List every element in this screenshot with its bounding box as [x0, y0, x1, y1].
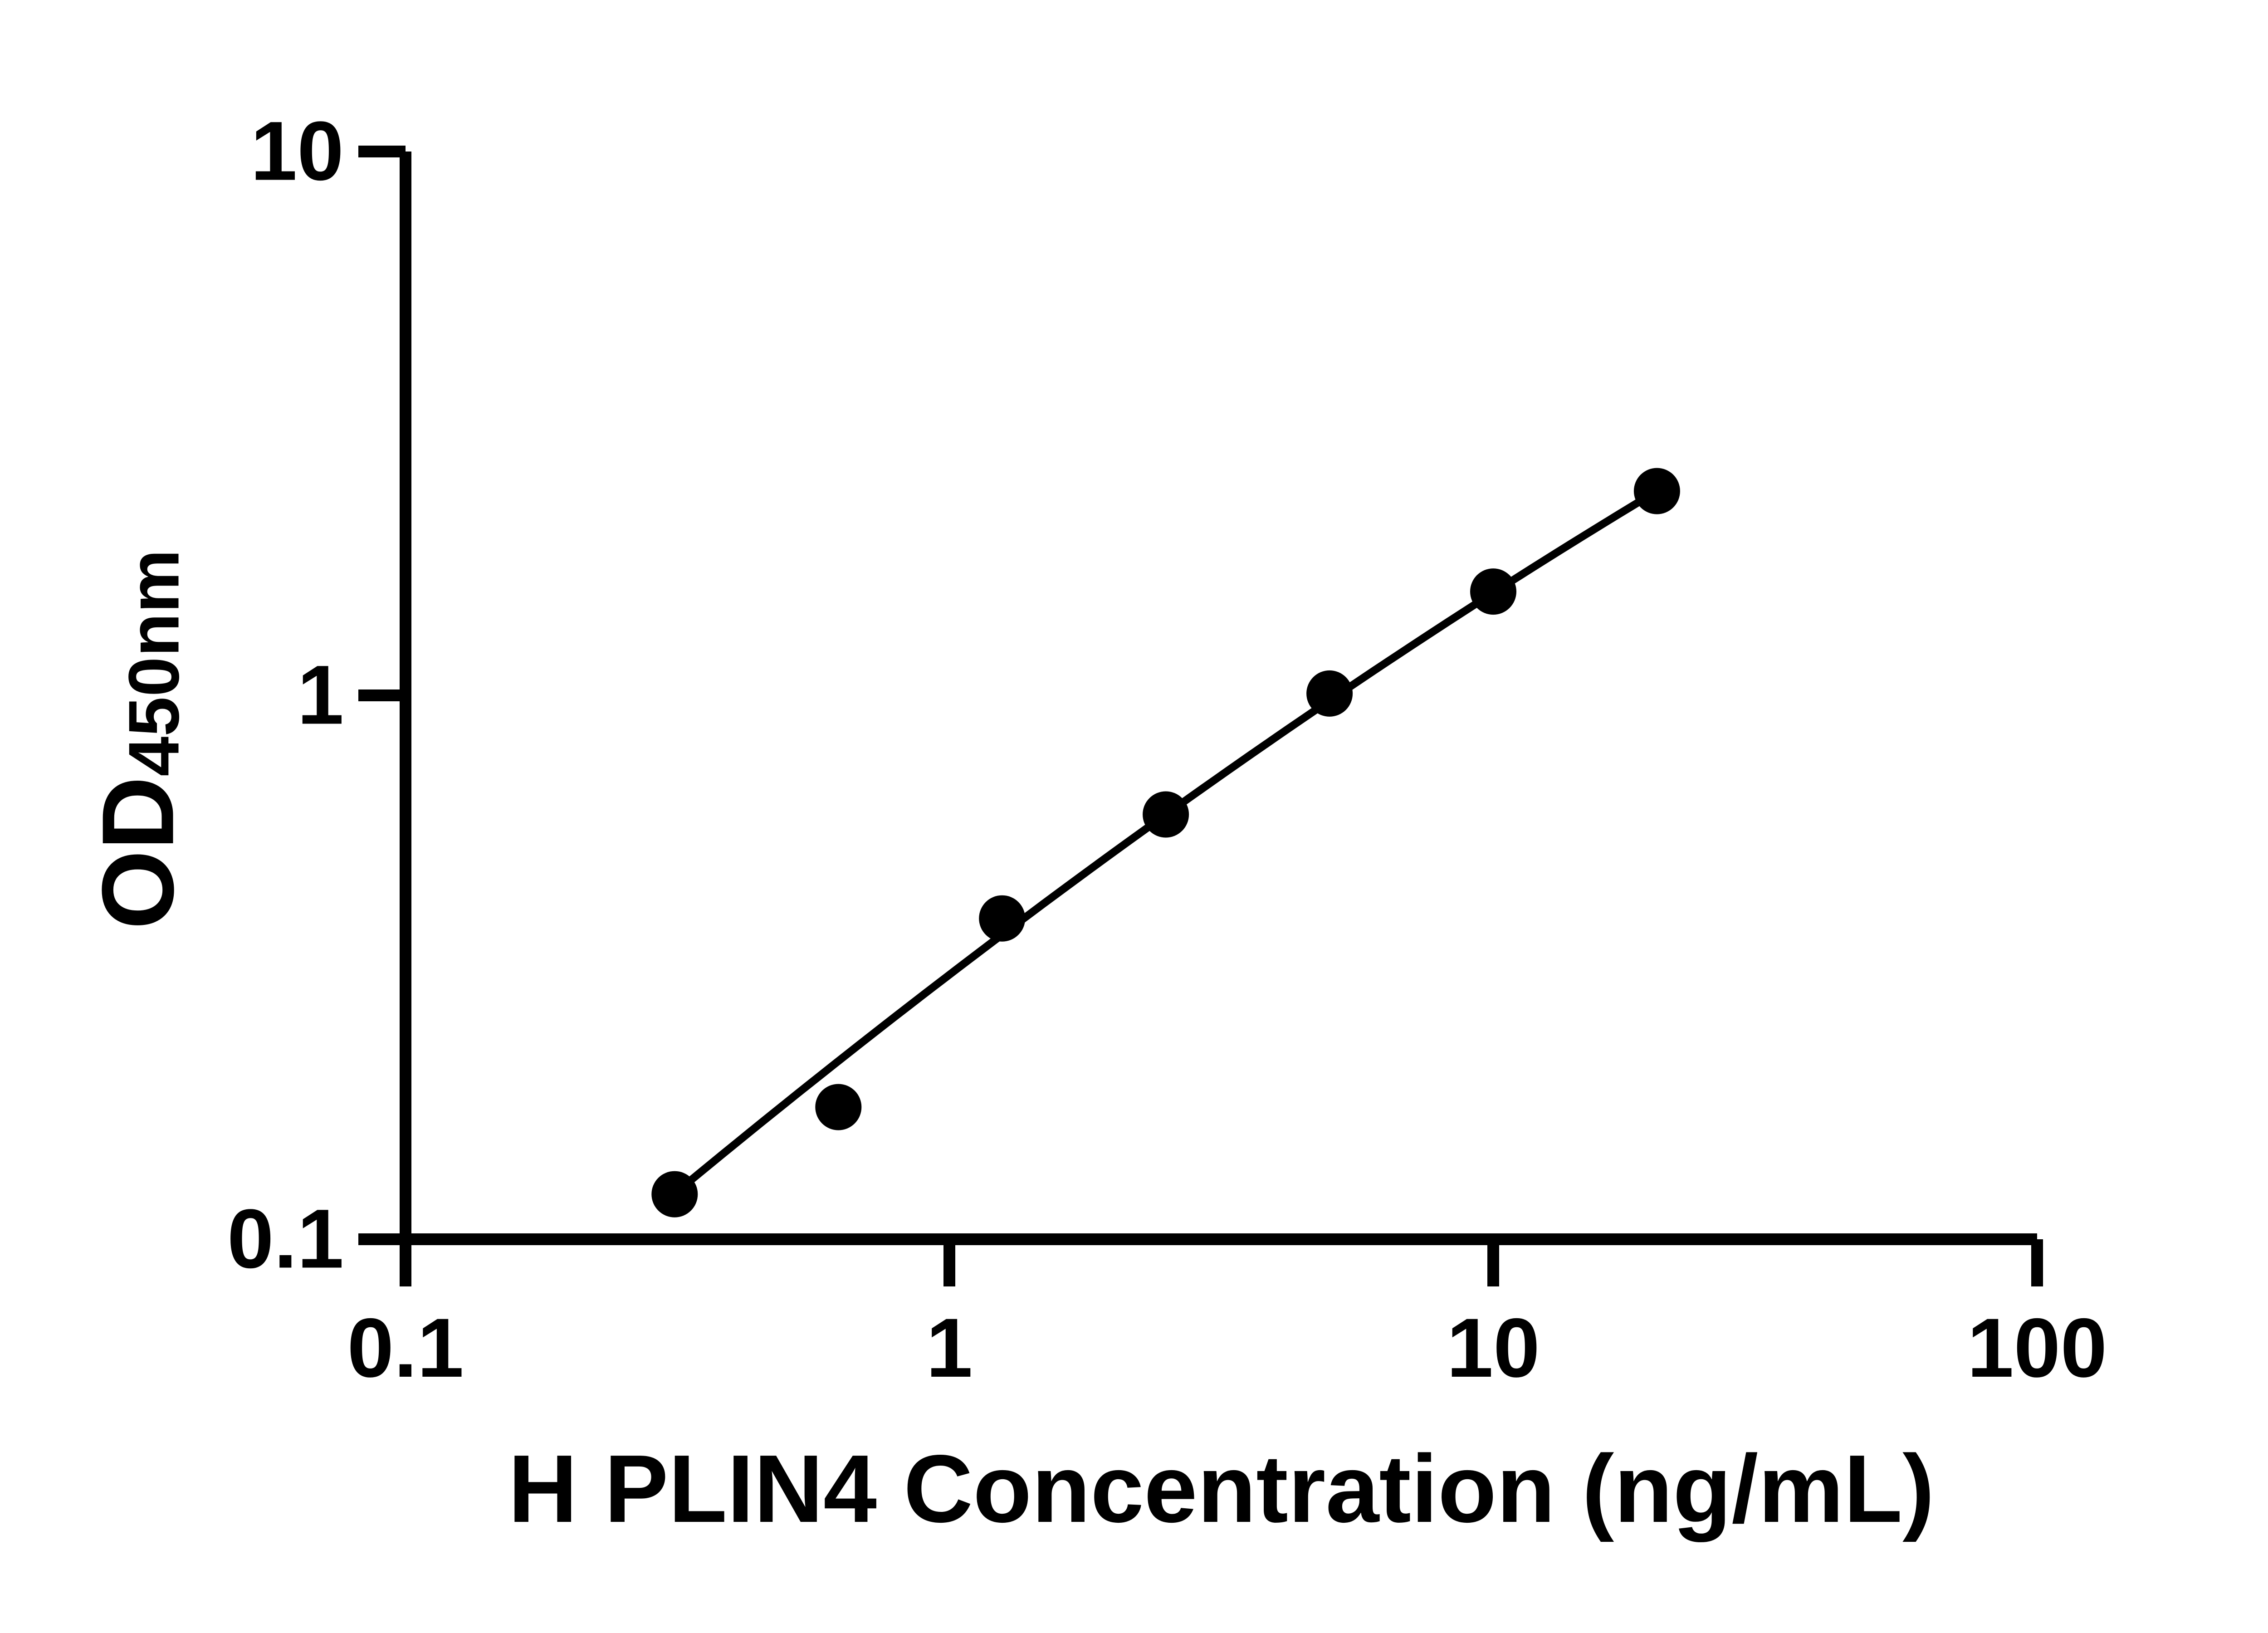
x-tick-label-0.1: 0.1 — [347, 1301, 464, 1395]
axis-ticks — [358, 146, 2043, 1286]
data-point — [1306, 670, 1353, 717]
axes-spine — [400, 152, 2037, 1245]
y-axis-title-subscript: 450nm — [114, 549, 194, 777]
data-point — [651, 1171, 698, 1217]
y-tick-label-1: 1 — [297, 648, 344, 742]
data-point — [1143, 791, 1189, 838]
data-point — [1470, 568, 1516, 615]
x-tick-label-10: 10 — [1447, 1301, 1540, 1395]
y-tick-label-0.1: 0.1 — [227, 1192, 344, 1286]
x-axis-title: H PLIN4 Concentration (ng/mL) — [508, 1435, 1935, 1542]
data-point — [979, 895, 1026, 942]
x-tick-label-1: 1 — [926, 1301, 973, 1395]
y-tick-label-10: 10 — [250, 104, 344, 198]
y-axis-title: OD450nm — [81, 549, 195, 929]
y-axis-title-main: OD — [80, 776, 195, 930]
x-tick-label-100: 100 — [1967, 1301, 2107, 1395]
data-point — [815, 1084, 862, 1130]
data-point — [1633, 468, 1680, 514]
